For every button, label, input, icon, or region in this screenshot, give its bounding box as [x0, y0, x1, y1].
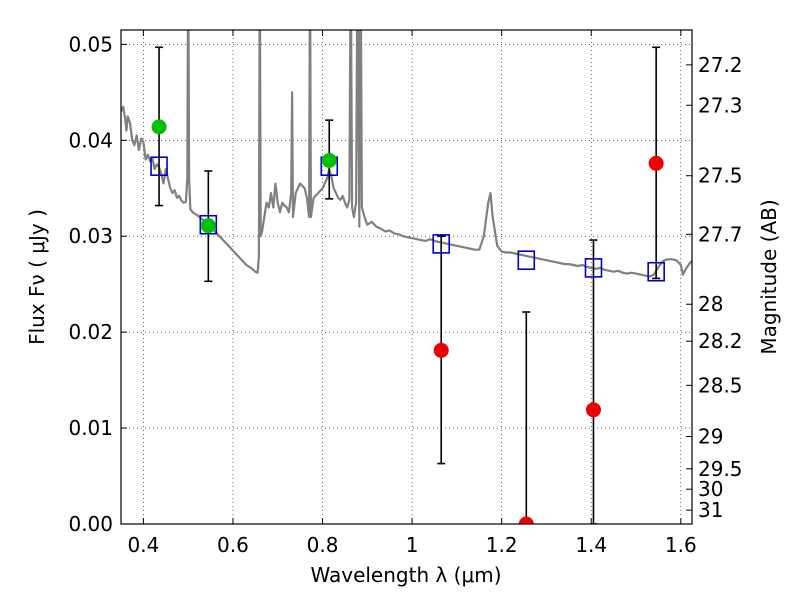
model-spectrum-line: [121, 30, 692, 278]
observed-photometry-point: [433, 342, 449, 358]
model-photometry-square: [517, 250, 536, 271]
plot-frame: [120, 29, 693, 525]
error-bars-layer: [155, 46, 661, 524]
right-y-tick-label: 29: [698, 425, 723, 449]
y-tick-label: 0.03: [68, 224, 113, 248]
right-y-tick-label: 27.2: [698, 53, 743, 77]
model-photometry-layer: [150, 156, 665, 282]
y-tick-label: 0.04: [68, 128, 113, 152]
observed-photometry-point: [518, 516, 534, 524]
y-tick-label: 0.05: [68, 32, 113, 56]
right-y-tick-label: 27.5: [698, 164, 743, 188]
right-y-tick-label: 28.5: [698, 373, 743, 397]
x-tick-label: 1.2: [486, 533, 518, 557]
y-tick-label: 0.02: [68, 320, 113, 344]
observed-photometry-point: [151, 119, 167, 135]
right-y-tick-label: 28: [698, 292, 723, 316]
x-axis-ticks: 0.4 0.6 0.8 1 1.2 1.4 1.6: [127, 30, 697, 557]
model-photometry-square: [150, 156, 168, 177]
model-photometry-square: [199, 214, 218, 235]
y-tick-label: 0.01: [68, 416, 113, 440]
y-axis-label: Flux Fν ( μJy ): [25, 209, 49, 345]
x-tick-label: 1.6: [665, 533, 697, 557]
right-y-tick-label: 27.3: [698, 93, 743, 117]
x-tick-label: 1: [406, 533, 419, 557]
model-photometry-square: [647, 261, 665, 282]
observed-photometry-point: [321, 152, 337, 168]
y-tick-label: 0.00: [68, 512, 113, 536]
model-spectrum-layer: [121, 30, 692, 278]
x-axis-label: Wavelength λ (μm): [310, 563, 501, 587]
observed-photometry-layer: [151, 119, 664, 524]
right-y-tick-label: 29.5: [698, 457, 743, 481]
model-photometry-square: [432, 234, 451, 254]
x-tick-label: 0.6: [217, 533, 249, 557]
right-y-tick-label: 31: [698, 498, 723, 522]
observed-photometry-point: [585, 402, 601, 418]
x-tick-label: 1.4: [575, 533, 607, 557]
y-axis-ticks: 0.00 0.01 0.02 0.03 0.04 0.05: [68, 32, 127, 536]
model-photometry-square: [584, 258, 603, 278]
observed-photometry-point: [200, 218, 216, 234]
x-tick-label: 0.8: [307, 533, 339, 557]
x-tick-label: 0.4: [127, 533, 159, 557]
right-y-tick-label: 28.2: [698, 329, 743, 353]
grid-lines: [121, 30, 692, 524]
right-y-tick-label: 30: [698, 477, 723, 501]
right-y-axis-label: Magnitude (AB): [757, 199, 781, 354]
right-y-tick-label: 27.7: [698, 222, 743, 246]
observed-photometry-point: [648, 155, 664, 171]
